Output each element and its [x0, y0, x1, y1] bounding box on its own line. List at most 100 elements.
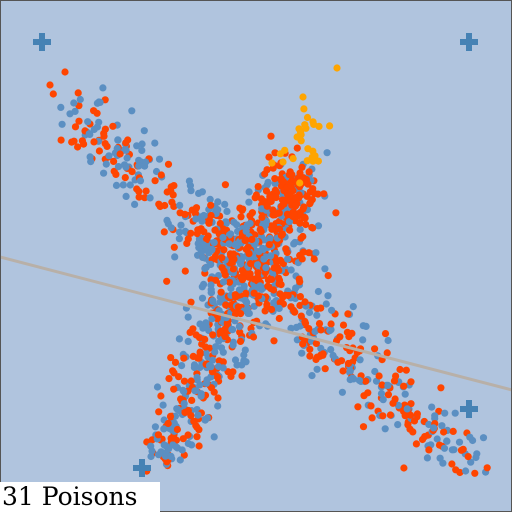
particle-dot: [483, 464, 491, 472]
particle-dot: [90, 125, 98, 134]
particle-dot: [317, 326, 325, 334]
particle-dot: [198, 283, 206, 291]
particle-dot: [206, 195, 214, 203]
particle-dot: [296, 169, 304, 177]
particle-dot: [133, 142, 141, 150]
particle-dot: [209, 356, 217, 364]
particle-dot: [253, 261, 262, 269]
particle-dot: [170, 369, 178, 377]
particle-dot: [248, 209, 256, 217]
particle-dot: [207, 384, 215, 392]
particle-dot: [270, 286, 278, 294]
particle-dot: [217, 288, 225, 296]
particle-dot: [58, 120, 66, 128]
particle-dot: [377, 390, 386, 398]
particle-dot: [178, 446, 186, 454]
particle-dot: [236, 328, 244, 336]
particle-dot: [263, 166, 271, 174]
particle-dot: [338, 388, 346, 396]
plus-marker-icon[interactable]: [460, 400, 478, 418]
particle-dot: [122, 146, 130, 154]
particle-dot: [431, 412, 439, 420]
particle-dot: [280, 200, 288, 208]
particle-dot: [381, 425, 389, 433]
particle-dot: [207, 211, 215, 220]
particle-dot: [264, 178, 272, 186]
particle-dot: [254, 274, 262, 282]
plus-marker-icon[interactable]: [33, 33, 51, 51]
particle-dot: [101, 125, 109, 133]
particle-dot: [273, 258, 281, 266]
particle-dot: [229, 250, 238, 258]
particle-dot: [221, 271, 229, 279]
particle-dot: [244, 243, 252, 251]
particle-dot: [286, 226, 294, 234]
particle-dot: [216, 219, 224, 228]
particle-dot: [309, 185, 317, 193]
particle-dot: [394, 421, 402, 429]
particle-dot: [428, 403, 436, 411]
particle-dot: [250, 289, 258, 297]
particle-dot: [96, 98, 104, 106]
particle-dot: [297, 312, 305, 320]
particle-dot: [412, 440, 420, 448]
particle-dot: [326, 327, 334, 335]
particle-dot: [116, 150, 124, 158]
particle-dot: [202, 349, 210, 357]
particle-dot: [237, 213, 245, 221]
particle-dot: [189, 352, 197, 360]
particle-dot: [355, 376, 363, 385]
particle-dot: [276, 299, 284, 307]
particle-dot: [383, 349, 391, 357]
particle-dot: [209, 331, 217, 339]
particle-dot: [189, 325, 197, 333]
particle-dot: [386, 411, 394, 419]
particle-dot: [165, 375, 173, 383]
particle-dot: [268, 159, 276, 167]
particle-dot: [184, 313, 192, 321]
particle-dot: [176, 456, 184, 464]
particle-dot: [221, 200, 229, 208]
particle-dot: [122, 163, 130, 171]
particle-dot: [126, 181, 134, 189]
particle-dot: [243, 299, 251, 307]
particle-dot: [267, 197, 275, 206]
particle-dot: [231, 310, 240, 318]
particle-dot: [440, 444, 449, 452]
particle-dot: [99, 84, 107, 92]
particle-dot: [57, 103, 65, 111]
plus-marker-icon[interactable]: [133, 459, 151, 477]
particle-dot: [188, 441, 196, 449]
particle-dot: [309, 157, 317, 165]
particle-dot: [379, 412, 387, 420]
particle-dot: [232, 293, 240, 301]
particle-dot: [176, 201, 184, 209]
particle-dot: [142, 158, 150, 166]
particle-dot: [231, 241, 239, 249]
particle-dot: [219, 225, 227, 233]
plus-marker-icon[interactable]: [460, 33, 478, 51]
particle-dot: [203, 414, 211, 422]
particle-dot: [208, 315, 216, 323]
particle-dot: [296, 278, 304, 286]
particle-dot: [194, 411, 202, 419]
particle-dot: [359, 336, 367, 344]
particle-dot: [175, 335, 183, 343]
particle-dot: [290, 240, 298, 248]
particle-dot: [379, 396, 387, 404]
particle-dot: [313, 365, 321, 373]
particle-dot: [212, 343, 220, 351]
particle-dot: [309, 224, 317, 232]
particle-dot: [262, 264, 270, 272]
particle-dot: [451, 409, 459, 417]
particle-dot: [163, 188, 171, 196]
particle-dot: [258, 213, 266, 221]
particle-dot: [123, 154, 131, 162]
particle-dot: [209, 297, 217, 305]
particle-dot: [201, 335, 209, 343]
particle-dot: [71, 107, 79, 115]
particle-dot: [328, 306, 336, 314]
particle-dot: [242, 358, 250, 366]
